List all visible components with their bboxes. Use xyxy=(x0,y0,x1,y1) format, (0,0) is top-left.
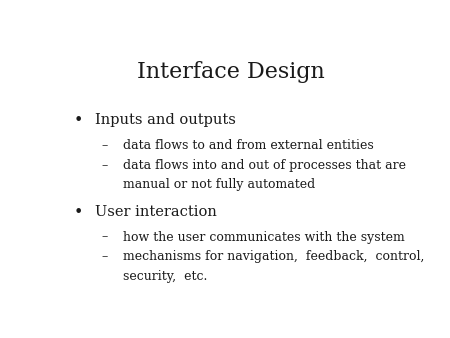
Text: Inputs and outputs: Inputs and outputs xyxy=(94,114,235,127)
Text: –: – xyxy=(102,231,108,244)
Text: User interaction: User interaction xyxy=(94,204,216,219)
Text: –: – xyxy=(102,140,108,152)
Text: •: • xyxy=(74,114,83,128)
Text: –: – xyxy=(102,159,108,172)
Text: Interface Design: Interface Design xyxy=(137,62,324,83)
Text: data flows into and out of processes that are: data flows into and out of processes tha… xyxy=(122,159,405,172)
Text: –: – xyxy=(102,250,108,263)
Text: security,  etc.: security, etc. xyxy=(122,270,207,283)
Text: mechanisms for navigation,  feedback,  control,: mechanisms for navigation, feedback, con… xyxy=(122,250,424,263)
Text: data flows to and from external entities: data flows to and from external entities xyxy=(122,140,373,152)
Text: •: • xyxy=(74,204,83,219)
Text: how the user communicates with the system: how the user communicates with the syste… xyxy=(122,231,404,244)
Text: manual or not fully automated: manual or not fully automated xyxy=(122,178,315,192)
